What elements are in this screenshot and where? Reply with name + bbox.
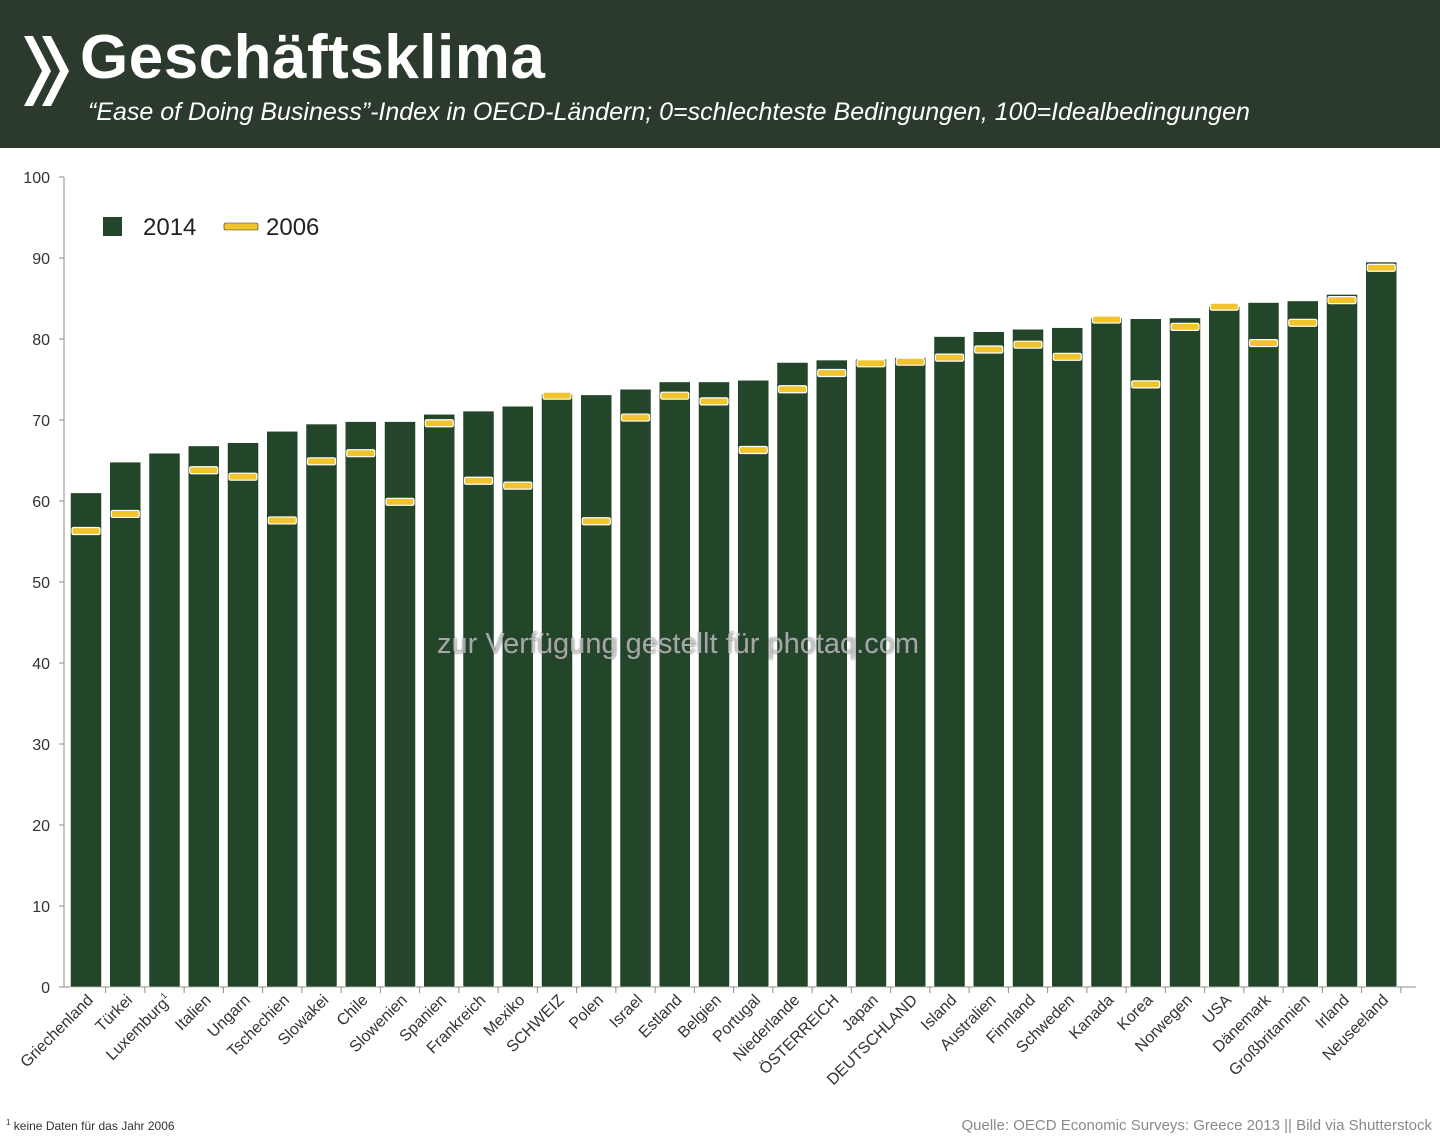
marker-2006 — [1288, 318, 1318, 327]
legend-label-2014: 2014 — [143, 214, 196, 241]
marker-2006 — [895, 357, 925, 366]
marker-2006 — [385, 497, 415, 506]
marker-2006 — [1013, 340, 1043, 349]
marker-2006 — [817, 368, 847, 378]
bar-2014 — [227, 442, 259, 988]
marker-2006 — [189, 466, 219, 475]
footnote-text: keine Daten für das Jahr 2006 — [13, 1119, 175, 1133]
bar-2014 — [1287, 300, 1319, 988]
header-banner: Geschäftsklima “Ease of Doing Business”-… — [0, 0, 1440, 148]
bar-2014 — [1208, 306, 1240, 988]
bar-2014 — [1012, 329, 1044, 988]
page-title: Geschäftsklima — [80, 23, 546, 92]
marker-2006 — [620, 413, 651, 422]
bar-2014 — [580, 394, 612, 988]
marker-2006 — [71, 526, 101, 536]
marker-2006 — [660, 391, 690, 400]
y-tick-label: 80 — [32, 332, 50, 349]
bar-2014 — [541, 393, 573, 988]
marker-2006 — [1327, 296, 1357, 305]
marker-2006 — [1170, 322, 1200, 331]
bar-2014 — [1365, 261, 1397, 988]
bar-2014 — [855, 359, 887, 988]
bar-2014 — [384, 421, 416, 988]
bar-2014 — [148, 452, 181, 988]
marker-2006 — [306, 457, 337, 466]
marker-2006 — [777, 385, 808, 394]
marker-2006 — [1052, 352, 1082, 361]
x-tick-label-superscript: 1 — [158, 990, 169, 1001]
marker-2006 — [1209, 302, 1239, 311]
x-tick-label: Estland — [636, 992, 686, 1042]
bar-2014 — [462, 410, 495, 988]
marker-2006 — [1131, 380, 1161, 389]
bar-2014 — [1130, 318, 1162, 988]
bar-2014 — [776, 362, 809, 988]
legend-label-2006: 2006 — [266, 214, 319, 241]
bar-2014 — [109, 461, 141, 988]
bar-chart: 0102030405060708090100GriechenlandTürkei… — [18, 170, 1416, 1089]
bar-2014 — [70, 492, 102, 988]
marker-2006 — [1248, 338, 1279, 348]
marker-2006 — [699, 397, 729, 406]
marker-2006 — [228, 472, 258, 481]
y-tick-label: 50 — [32, 575, 50, 592]
bar-2014 — [659, 381, 691, 988]
bar-2014 — [737, 380, 769, 988]
marker-2006 — [424, 419, 454, 428]
marker-2006 — [267, 516, 297, 525]
bar-2014 — [894, 357, 926, 988]
marker-2006 — [110, 509, 140, 519]
x-tick-label: Polen — [566, 992, 607, 1033]
bar-2014 — [502, 405, 534, 988]
page-subtitle: “Ease of Doing Business”-Index in OECD-L… — [88, 98, 1250, 126]
y-tick-label: 90 — [32, 251, 50, 268]
oecd-chevron-logo-icon — [24, 36, 69, 106]
marker-2006 — [856, 359, 886, 368]
bar-2014 — [345, 421, 377, 988]
bar-2014 — [619, 388, 652, 988]
bar-2014 — [1326, 294, 1358, 988]
x-tick-label: USA — [1200, 992, 1236, 1028]
y-tick-label: 20 — [32, 818, 50, 835]
x-tick-label: Luxemburg1 — [102, 990, 176, 1064]
bar-2014 — [1169, 317, 1201, 988]
marker-2006 — [974, 345, 1004, 354]
bar-2014 — [698, 381, 730, 988]
legend-swatch-2014 — [103, 217, 122, 236]
y-tick-label: 40 — [32, 656, 50, 673]
marker-2006 — [738, 445, 768, 455]
bar-2014 — [816, 359, 848, 988]
bar-2014 — [1090, 317, 1123, 988]
marker-2006 — [542, 391, 572, 400]
x-tick-label: Kanada — [1066, 992, 1117, 1043]
bar-2014 — [933, 336, 966, 988]
legend-swatch-2006 — [223, 222, 259, 231]
bar-2014 — [305, 423, 338, 988]
marker-2006 — [581, 517, 611, 526]
y-tick-label: 70 — [32, 413, 50, 430]
bar-2014 — [1247, 302, 1280, 988]
y-tick-label: 60 — [32, 494, 50, 511]
watermark-text: zur Verfügung gestellt für photaq.com — [437, 628, 920, 660]
source-credit: Quelle: OECD Economic Surveys: Greece 20… — [961, 1117, 1433, 1134]
bar-2014 — [266, 431, 298, 988]
footnote-marker: 1 — [6, 1118, 11, 1127]
marker-2006 — [934, 353, 965, 362]
marker-2006 — [1091, 315, 1122, 324]
y-tick-label: 10 — [32, 899, 50, 916]
footnote: 1 keine Daten für das Jahr 2006 — [6, 1118, 175, 1133]
bar-2014 — [423, 414, 455, 988]
y-tick-label: 0 — [41, 980, 50, 997]
marker-2006 — [503, 481, 533, 490]
y-tick-label: 30 — [32, 737, 50, 754]
bar-2014 — [1051, 327, 1083, 988]
bar-2014 — [188, 445, 220, 988]
marker-2006 — [463, 476, 494, 485]
x-tick-label: Griechenland — [18, 992, 97, 1071]
y-tick-label: 100 — [23, 170, 50, 187]
marker-2006 — [346, 449, 376, 458]
marker-2006 — [1366, 263, 1396, 272]
bar-2014 — [973, 331, 1005, 988]
